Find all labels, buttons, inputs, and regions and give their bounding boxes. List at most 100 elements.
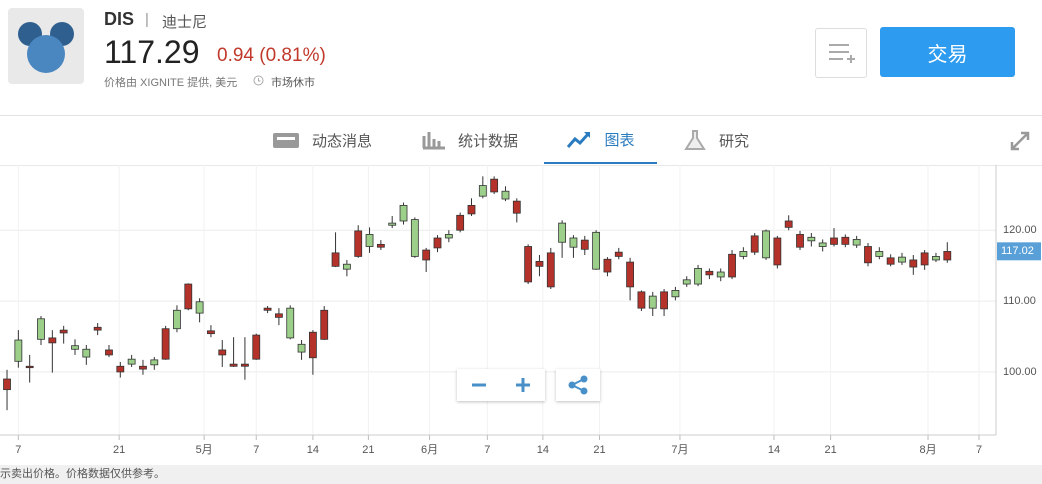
last-price-badge (997, 242, 1041, 261)
candle-body (716, 271, 725, 278)
candle-body (580, 239, 589, 250)
candle-body (705, 270, 714, 276)
candle-body (399, 204, 408, 222)
x-tick-label: 8月 (919, 444, 936, 456)
watchlist-button[interactable] (815, 28, 867, 78)
candle-body (173, 309, 181, 330)
candle-body (150, 359, 159, 366)
fullscreen-icon[interactable] (1009, 130, 1031, 152)
candle-body (694, 268, 702, 285)
candle-body (422, 249, 431, 261)
candle-body (773, 237, 782, 266)
x-tick-label: 21 (362, 444, 374, 456)
candle-body (784, 220, 793, 228)
candle-body (796, 234, 804, 248)
candle-body (932, 256, 940, 261)
divider (0, 115, 1042, 116)
tab[interactable]: 动态消息 (272, 116, 372, 164)
candle-body (467, 204, 476, 215)
candle-body (252, 334, 261, 360)
candle-body (14, 339, 23, 362)
x-tick-label: 21 (824, 444, 836, 456)
candle-body (592, 231, 601, 270)
logo-icon (18, 22, 74, 73)
x-tick-label: 7 (253, 444, 259, 456)
tab-label[interactable]: 动态消息 (312, 132, 373, 150)
candle-body (25, 365, 34, 369)
candle-body (365, 234, 374, 247)
candle-body (444, 234, 453, 239)
tab-active[interactable]: 图表 (544, 116, 657, 164)
tab[interactable]: 统计数据 (422, 116, 518, 164)
candle-body (524, 246, 533, 283)
candle-body (105, 349, 113, 356)
clock-icon (253, 75, 264, 86)
candle-body (93, 326, 102, 331)
candle-body (750, 235, 759, 253)
y-tick-label: 100.00 (1003, 366, 1037, 378)
market-status: 市场休市 (271, 77, 315, 89)
candle-body (807, 236, 816, 242)
candle-body (841, 236, 850, 245)
candle-body (195, 301, 204, 314)
candle-body (886, 257, 895, 265)
x-tick-label: 5月 (196, 444, 213, 456)
y-tick-label: 120.00 (1003, 224, 1037, 236)
candle-body (490, 178, 499, 193)
x-tick-label: 21 (113, 444, 125, 456)
candle-body (286, 307, 295, 339)
candle-body (546, 252, 555, 288)
candle-body (909, 259, 918, 268)
candle-body (558, 222, 567, 243)
zoom-out[interactable] (457, 369, 501, 401)
company-name: 迪士尼 (162, 14, 208, 31)
chart: 100.00 110.00 120.00 7 21 5月 7 14 21 6月 7 14 21 7月 14 2… (0, 165, 1041, 456)
candle-body (82, 348, 91, 358)
candle-body (342, 263, 351, 270)
candle-body (229, 363, 238, 367)
tab-label[interactable]: 图表 (604, 131, 635, 149)
x-tick-label: 7 (484, 444, 490, 456)
candle-body (762, 230, 770, 259)
candle-body (354, 230, 363, 257)
source: 价格由 XIGNITE 提供, 美元 (104, 77, 238, 89)
x-tick-label: 7 (15, 444, 21, 456)
separator: | (145, 11, 149, 28)
candle-body (241, 363, 249, 367)
candle-body (920, 252, 929, 266)
x-tick-label: 14 (768, 444, 780, 456)
tab-label[interactable]: 研究 (719, 132, 750, 150)
x-tick-label: 14 (307, 444, 319, 456)
share-button[interactable] (556, 369, 600, 401)
candle-body (263, 307, 272, 311)
logo (8, 8, 84, 84)
trade-button[interactable]: 交易 (880, 27, 1015, 77)
x-tick-label: 7月 (671, 444, 688, 456)
candle-body (456, 214, 465, 231)
candle-body (614, 251, 623, 257)
candle-body (127, 358, 136, 365)
y-tick-label: 110.00 (1003, 295, 1036, 307)
tab-label[interactable]: 统计数据 (458, 132, 519, 150)
candle-body (331, 252, 340, 267)
candle-body (184, 283, 193, 310)
candle-body (943, 251, 952, 261)
candle-body (218, 349, 227, 356)
x-tick-label: 21 (593, 444, 605, 456)
candle-body (433, 237, 442, 249)
candle-body (48, 337, 57, 344)
candle-body (207, 330, 215, 335)
x-tick-label: 6月 (421, 444, 438, 456)
candle-body (739, 251, 748, 257)
tab[interactable]: 研究 (683, 116, 749, 164)
candle-body (852, 239, 861, 246)
zoom-in[interactable] (501, 369, 545, 401)
candle-body (648, 295, 657, 309)
candle-body (875, 251, 884, 257)
candle-body (501, 190, 510, 200)
candle-body (660, 291, 668, 310)
candle-body (682, 279, 691, 285)
x-tick-label: 7 (976, 444, 982, 456)
x-tick-label: 14 (537, 444, 549, 456)
